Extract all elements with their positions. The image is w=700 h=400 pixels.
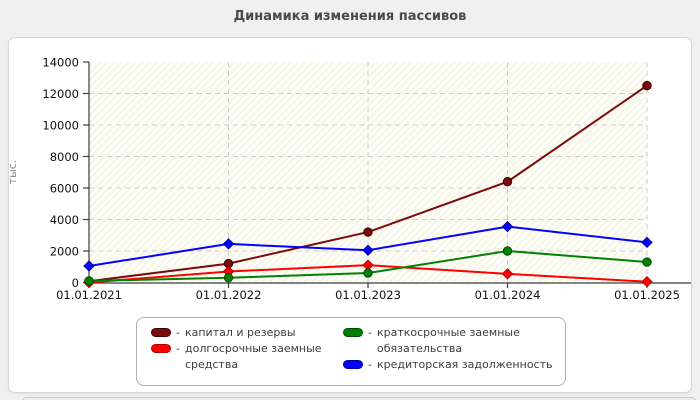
x-tick-label: 01.01.2023 bbox=[335, 288, 401, 302]
legend-separator: - bbox=[176, 342, 180, 355]
legend-swatch bbox=[151, 344, 171, 353]
data-point-marker bbox=[363, 227, 373, 237]
y-tick-label: 8000 bbox=[50, 150, 79, 164]
legend-item: - капитал и резервы bbox=[151, 325, 343, 341]
y-tick-label: 0 bbox=[72, 276, 79, 290]
legend-item: - краткосрочные заемные обязательства bbox=[343, 325, 561, 357]
chart-legend: - капитал и резервы - долгосрочные заемные … bbox=[136, 317, 566, 386]
legend-item: - долгосрочные заемные средства bbox=[151, 341, 343, 373]
data-point-marker bbox=[502, 177, 513, 187]
y-tick-label: 6000 bbox=[50, 182, 79, 196]
data-point-marker bbox=[83, 260, 95, 272]
data-point-marker bbox=[222, 238, 235, 250]
data-point-marker bbox=[642, 80, 652, 91]
x-tick-label: 01.01.2024 bbox=[475, 288, 541, 302]
x-tick-label: 01.01.2025 bbox=[614, 288, 680, 302]
legend-separator: - bbox=[176, 326, 180, 339]
data-point-marker bbox=[502, 246, 513, 256]
y-tick-label: 14000 bbox=[42, 56, 79, 70]
legend-column-2: - краткосрочные заемные обязательства - кре… bbox=[343, 325, 561, 373]
y-axis-unit-label: тыс. bbox=[6, 160, 19, 185]
x-tick-label: 01.01.2022 bbox=[196, 288, 262, 302]
legend-separator: - bbox=[368, 358, 372, 371]
y-tick-label: 2000 bbox=[50, 245, 79, 259]
data-point-marker bbox=[363, 268, 373, 278]
data-point-marker bbox=[501, 220, 514, 233]
legend-column-1: - капитал и резервы - долгосрочные заемные … bbox=[151, 325, 343, 373]
y-tick-label: 4000 bbox=[50, 213, 79, 227]
data-point-marker bbox=[641, 276, 653, 288]
legend-label: кредиторская задолженность bbox=[376, 358, 553, 371]
legend-swatch bbox=[343, 360, 363, 369]
data-point-marker bbox=[501, 268, 514, 280]
data-point-marker bbox=[362, 244, 374, 256]
data-point-marker bbox=[642, 257, 652, 267]
legend-swatch bbox=[343, 328, 363, 337]
legend-label: капитал и резервы bbox=[184, 326, 296, 339]
x-tick-label: 01.01.2021 bbox=[56, 288, 122, 302]
legend-label: краткосрочные заемные обязательства bbox=[376, 326, 520, 355]
legend-label: долгосрочные заемные средства bbox=[184, 342, 322, 371]
y-tick-label: 12000 bbox=[42, 87, 79, 101]
legend-separator: - bbox=[368, 326, 372, 339]
legend-swatch bbox=[151, 328, 171, 337]
legend-item: - кредиторская задолженность bbox=[343, 357, 561, 373]
data-point-marker bbox=[84, 276, 94, 286]
y-tick-label: 10000 bbox=[42, 119, 79, 133]
chart-title: Динамика изменения пассивов bbox=[233, 9, 467, 24]
data-point-marker bbox=[223, 273, 234, 283]
data-point-marker bbox=[641, 236, 653, 249]
